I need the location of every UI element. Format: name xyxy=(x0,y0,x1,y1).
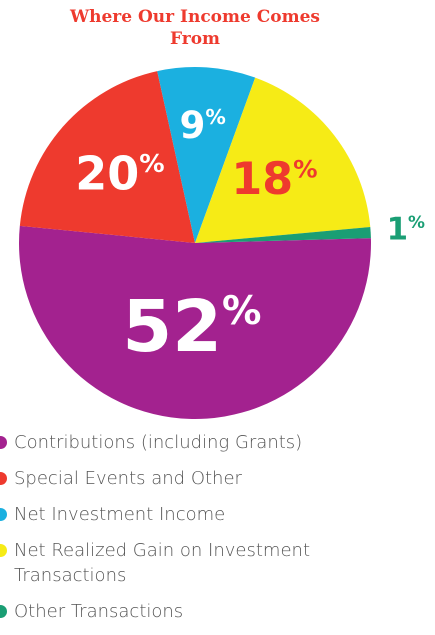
data-label: 20% xyxy=(75,146,164,200)
data-label: 18% xyxy=(231,154,317,205)
legend-label: Other Transactions xyxy=(14,601,184,622)
pie-slice xyxy=(195,77,371,243)
legend-item: Net Realized Gain on Investment Transact… xyxy=(0,538,350,588)
data-label: 52% xyxy=(122,284,261,367)
legend-label: Contributions (including Grants) xyxy=(14,432,303,453)
pie-slice xyxy=(157,67,256,243)
pie-slice xyxy=(195,227,371,243)
legend-swatch xyxy=(0,605,7,618)
legend-swatch xyxy=(0,472,7,485)
legend-item: Contributions (including Grants) xyxy=(0,430,350,455)
data-label: 9% xyxy=(180,103,226,147)
legend-item: Other Transactions xyxy=(0,599,350,624)
legend-label: Net Investment Income xyxy=(14,504,226,525)
legend-item: Net Investment Income xyxy=(0,502,350,527)
legend-swatch xyxy=(0,508,7,521)
pie-slice xyxy=(19,71,195,243)
legend-label: Special Events and Other xyxy=(14,468,242,489)
data-label: 1% xyxy=(387,211,425,247)
legend-swatch xyxy=(0,544,7,557)
chart: 52% 20% 9%18% 1% xyxy=(18,67,425,419)
legend-label: Net Realized Gain on Investment Transact… xyxy=(14,540,310,586)
legend-item: Special Events and Other xyxy=(0,466,350,491)
pie-slice xyxy=(18,225,371,419)
legend-swatch xyxy=(0,436,7,449)
legend: Contributions (including Grants) Special … xyxy=(0,430,350,635)
chart-title: Where Our Income Comes From xyxy=(70,7,320,49)
